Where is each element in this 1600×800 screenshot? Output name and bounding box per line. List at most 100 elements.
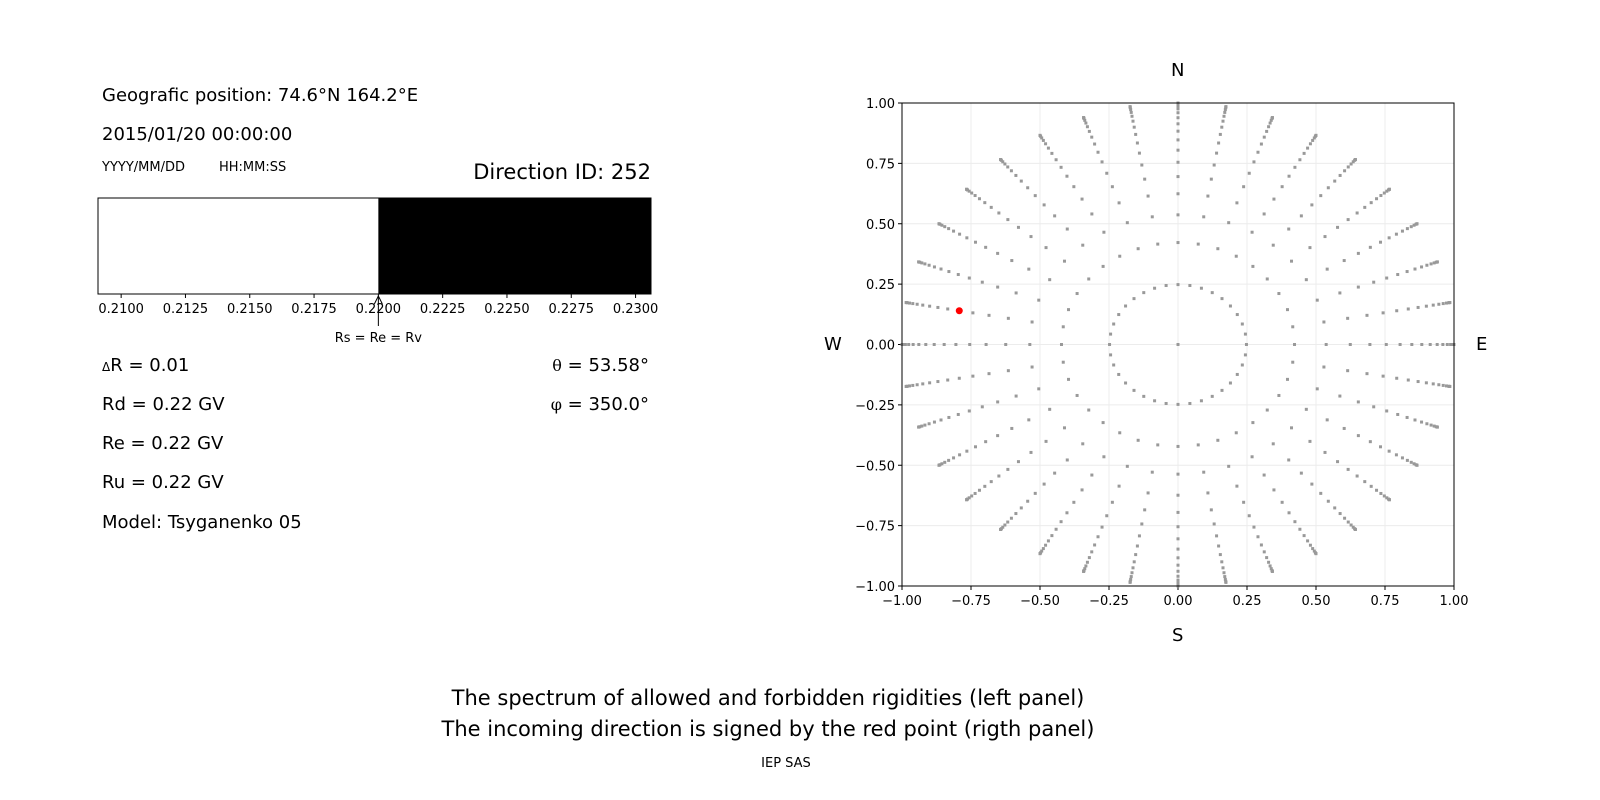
- compass-west: W: [824, 334, 842, 355]
- direction-point: [1336, 460, 1340, 464]
- direction-point: [923, 262, 927, 266]
- direction-point: [1349, 523, 1353, 527]
- direction-point: [1409, 460, 1413, 464]
- direction-point: [1006, 520, 1010, 524]
- direction-point: [1096, 150, 1100, 154]
- direction-point: [1363, 205, 1367, 209]
- direction-point: [1176, 578, 1180, 582]
- x-tick-label: 0.2100: [98, 302, 144, 317]
- direction-point: [1135, 544, 1139, 548]
- direction-point: [1429, 423, 1433, 427]
- direction-point: [940, 462, 944, 466]
- direction-point: [1082, 116, 1086, 120]
- direction-point: [1405, 415, 1409, 419]
- y-tick-label: 0.25: [866, 278, 895, 293]
- direction-point: [1062, 426, 1066, 430]
- direction-point: [1368, 245, 1372, 249]
- direction-point: [997, 211, 1001, 215]
- direction-point: [1129, 108, 1133, 112]
- direction-point: [1083, 567, 1087, 571]
- direction-point: [1379, 491, 1383, 495]
- direction-point: [1265, 556, 1269, 560]
- direction-point: [1343, 169, 1347, 173]
- direction-point: [927, 263, 931, 267]
- direction-point: [1176, 493, 1180, 497]
- direction-point: [1394, 453, 1398, 457]
- direction-point: [940, 223, 944, 227]
- direction-point: [1014, 512, 1018, 516]
- direction-point: [1395, 376, 1399, 380]
- direction-point: [1420, 420, 1424, 424]
- direction-point: [947, 415, 951, 419]
- direction-point: [1124, 304, 1128, 308]
- direction-id: Direction ID: 252: [473, 160, 651, 184]
- direction-point: [1176, 122, 1180, 126]
- direction-point: [1176, 556, 1180, 560]
- direction-point: [1385, 409, 1389, 413]
- direction-point: [965, 236, 969, 240]
- y-tick-label: 0.75: [866, 157, 895, 172]
- direction-point: [983, 484, 987, 488]
- direction-point: [1037, 298, 1041, 302]
- direction-point: [1176, 581, 1180, 585]
- direction-point: [1109, 332, 1113, 336]
- direction-point: [932, 265, 936, 269]
- direction-point: [1081, 243, 1085, 247]
- direction-point: [1084, 564, 1088, 568]
- direction-point: [1304, 278, 1308, 282]
- direction-point: [1302, 151, 1306, 155]
- direction-point: [943, 460, 947, 464]
- direction-point: [1420, 343, 1424, 346]
- direction-point: [1210, 394, 1214, 398]
- direction-point: [1406, 307, 1410, 311]
- direction-point: [1072, 185, 1076, 189]
- direction-point: [1215, 151, 1219, 155]
- direction-point: [911, 302, 915, 306]
- direction-point: [1428, 343, 1432, 346]
- direction-point: [1227, 221, 1231, 225]
- delta-symbol: Δ: [102, 360, 111, 374]
- y-tick-label: 0.50: [866, 218, 895, 233]
- direction-point: [1356, 434, 1360, 438]
- direction-point: [1227, 464, 1231, 468]
- direction-point: [1065, 174, 1069, 178]
- direction-point: [1053, 214, 1057, 218]
- direction-point: [1176, 241, 1180, 245]
- direction-point: [1308, 246, 1312, 250]
- direction-point: [907, 343, 911, 346]
- direction-point: [1240, 322, 1244, 326]
- direction-point: [1176, 525, 1180, 529]
- direction-point: [1262, 473, 1266, 477]
- direction-point: [957, 376, 961, 380]
- direction-point: [1124, 381, 1128, 385]
- direction-point: [1437, 302, 1441, 306]
- x-tick-label: −0.50: [1020, 594, 1060, 609]
- direction-point: [1129, 575, 1133, 579]
- direction-point: [1046, 539, 1050, 543]
- direction-point: [1101, 421, 1105, 425]
- direction-point: [1432, 261, 1436, 265]
- direction-point: [1394, 232, 1398, 236]
- direction-point: [1240, 363, 1244, 367]
- direction-point: [1444, 301, 1448, 305]
- direction-point: [1415, 463, 1419, 467]
- direction-point: [908, 301, 912, 305]
- direction-point: [1353, 527, 1357, 531]
- direction-point: [1304, 407, 1308, 411]
- direction-point: [947, 227, 951, 231]
- direction-point: [1381, 311, 1385, 315]
- direction-point: [1176, 213, 1180, 217]
- direction-point: [1372, 405, 1376, 409]
- direction-point: [917, 260, 921, 264]
- direction-point: [996, 434, 1000, 438]
- direction-point: [1128, 105, 1132, 109]
- direction-point: [1387, 187, 1391, 191]
- direction-point: [1210, 291, 1214, 295]
- direction-point: [1398, 343, 1402, 346]
- direction-point: [903, 343, 907, 346]
- direction-point: [1004, 343, 1008, 346]
- direction-point: [1010, 426, 1014, 430]
- direction-point: [1117, 484, 1121, 488]
- direction-point: [954, 343, 958, 346]
- direction-point: [1218, 132, 1222, 136]
